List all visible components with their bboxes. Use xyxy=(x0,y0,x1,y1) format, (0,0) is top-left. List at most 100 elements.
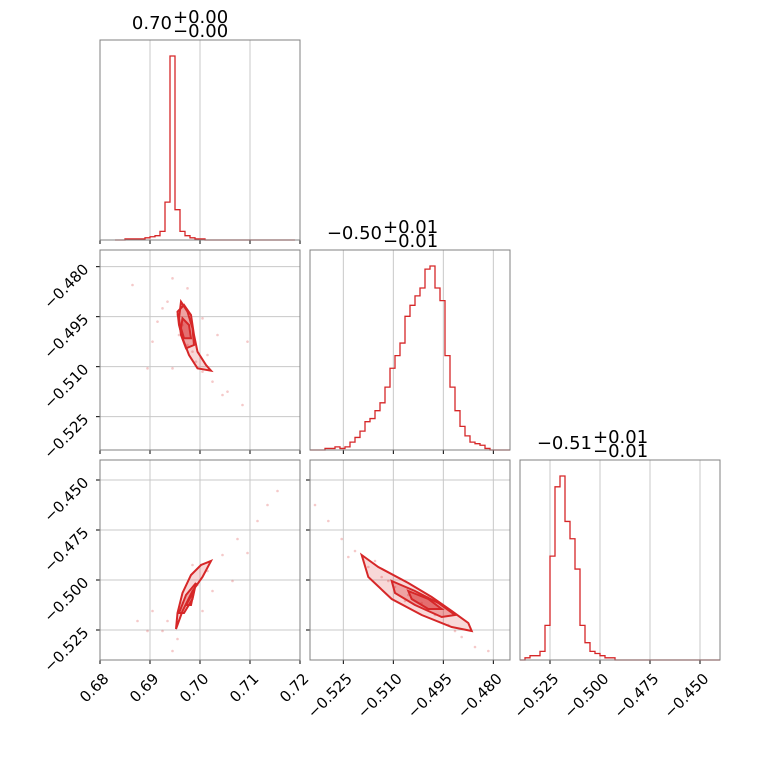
sample-point xyxy=(151,340,154,343)
sample-point xyxy=(136,619,139,623)
histogram-frame-1 xyxy=(99,39,301,241)
sample-point xyxy=(367,565,370,569)
sample-point xyxy=(216,333,219,337)
scatter-panel-3 xyxy=(306,460,510,664)
sample-point xyxy=(236,537,239,541)
sample-point xyxy=(161,307,164,310)
sample-point xyxy=(460,635,463,639)
x-tick-label: 0.68 xyxy=(76,670,112,706)
sample-point xyxy=(146,629,149,633)
panel-title-1: 0.70 xyxy=(132,13,172,34)
sample-point xyxy=(373,559,377,563)
sample-point xyxy=(131,283,134,287)
sample-point xyxy=(171,649,174,653)
x-tick-label: −0.510 xyxy=(354,670,406,722)
scatter-panel-2 xyxy=(96,460,301,664)
sample-point xyxy=(211,589,214,593)
sample-point xyxy=(231,579,234,583)
scatter-panel-1 xyxy=(96,250,301,454)
sample-point xyxy=(166,300,169,303)
x-tick-label: −0.525 xyxy=(511,670,563,722)
sample-point xyxy=(211,380,214,383)
sample-point xyxy=(487,649,490,653)
panel-title-upper-1: +0.00 xyxy=(173,7,228,28)
x-tick-label: −0.500 xyxy=(561,670,613,722)
sample-point xyxy=(171,277,174,280)
sample-point xyxy=(166,619,169,623)
sample-point xyxy=(241,403,244,407)
x-tick-label: −0.480 xyxy=(454,670,506,722)
x-tick-label: 0.70 xyxy=(176,670,212,706)
x-tick-label: 0.69 xyxy=(126,670,162,706)
panel-title-3: −0.51 xyxy=(537,433,592,454)
sample-point xyxy=(146,367,149,370)
y-tick-label: −0.500 xyxy=(40,574,92,626)
sample-point xyxy=(206,353,209,357)
sample-point xyxy=(226,390,229,393)
histogram-series-2 xyxy=(310,265,510,451)
sample-point xyxy=(201,370,204,373)
contour-level-3 xyxy=(406,589,445,610)
x-tick-label: −0.450 xyxy=(661,670,713,722)
scatter-frame-3 xyxy=(309,459,511,661)
sample-point xyxy=(176,637,179,641)
sample-point xyxy=(353,549,357,553)
scatter-frame-1 xyxy=(99,249,301,451)
sample-point xyxy=(171,367,174,370)
panel-title-2: −0.50 xyxy=(327,223,382,244)
panel-title-lower-2: −0.01 xyxy=(383,231,438,252)
histogram-series-1 xyxy=(115,55,295,241)
panel-title-lower-3: −0.01 xyxy=(593,441,648,462)
x-tick-label: −0.525 xyxy=(304,670,356,722)
panel-title-lower-1: −0.00 xyxy=(173,21,228,42)
x-tick-label: 0.72 xyxy=(276,670,312,706)
sample-point xyxy=(191,350,194,353)
contour-level-3 xyxy=(184,590,195,606)
histogram-frame-2 xyxy=(309,249,511,451)
sample-point xyxy=(246,340,249,343)
sample-point xyxy=(151,609,154,613)
histogram-panel-2 xyxy=(310,250,510,454)
sample-point xyxy=(177,333,181,337)
sample-point xyxy=(221,393,224,397)
panel-title-upper-2: +0.01 xyxy=(383,217,438,238)
histogram-panel-1 xyxy=(99,40,301,244)
sample-point xyxy=(313,503,317,507)
sample-point xyxy=(194,360,198,363)
sample-point xyxy=(191,563,194,567)
y-tick-label: −0.525 xyxy=(40,410,92,462)
sample-point xyxy=(453,629,457,633)
y-tick-label: −0.475 xyxy=(40,524,92,576)
y-tick-label: −0.495 xyxy=(40,310,92,362)
sample-point xyxy=(201,317,204,320)
sample-point xyxy=(156,320,159,323)
y-tick-label: −0.450 xyxy=(40,474,92,526)
sample-point xyxy=(473,645,477,649)
sample-point xyxy=(347,555,350,559)
scatter-frame-2 xyxy=(99,459,301,661)
x-tick-label: 0.71 xyxy=(226,670,262,706)
sample-point xyxy=(387,579,390,583)
y-tick-label: −0.510 xyxy=(40,360,92,412)
sample-point xyxy=(266,503,269,507)
sample-point xyxy=(221,553,224,557)
histogram-frame-3 xyxy=(519,459,721,661)
sample-point xyxy=(256,519,259,523)
contour-level-3 xyxy=(179,316,193,340)
sample-point xyxy=(276,489,279,493)
x-tick-label: −0.495 xyxy=(404,670,456,722)
sample-point xyxy=(380,575,383,579)
panel-title-upper-3: +0.01 xyxy=(593,427,648,448)
sample-point xyxy=(327,519,330,523)
sample-point xyxy=(186,343,189,347)
sample-point xyxy=(161,629,164,633)
sample-point xyxy=(186,287,189,290)
sample-point xyxy=(201,609,204,613)
sample-point xyxy=(246,551,249,555)
histogram-panel-3 xyxy=(520,460,720,664)
y-tick-label: −0.525 xyxy=(40,624,92,676)
sample-point xyxy=(340,537,343,541)
x-tick-label: −0.475 xyxy=(611,670,663,722)
y-tick-label: −0.480 xyxy=(40,260,92,312)
